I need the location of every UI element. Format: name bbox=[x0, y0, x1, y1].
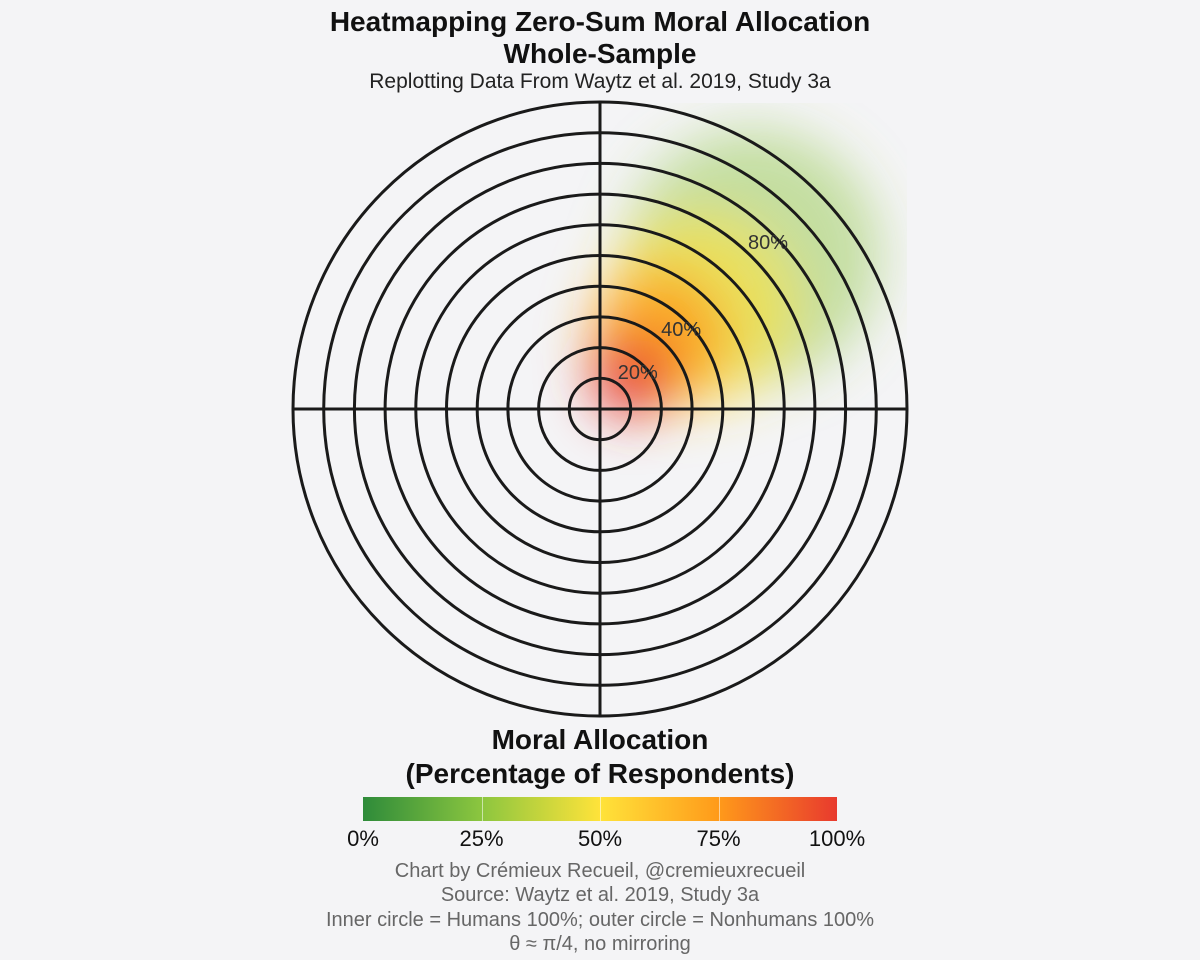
legend-tick-mark bbox=[600, 797, 601, 821]
legend-tick-label: 0% bbox=[347, 826, 379, 851]
legend-subtitle: (Percentage of Respondents) bbox=[405, 758, 795, 789]
legend-tick-label: 100% bbox=[808, 826, 866, 851]
caption-author: Chart by Crémieux Recueil, @cremieuxrecu… bbox=[394, 860, 806, 882]
ring-labels: 20%40% 80% bbox=[618, 232, 788, 384]
caption-note: Inner circle = Humans 100%; outer circle… bbox=[325, 909, 875, 931]
legend-tick-mark bbox=[481, 797, 483, 821]
chart-title-line2: Whole-Sample bbox=[503, 38, 697, 69]
heat-hotspot bbox=[592, 336, 673, 417]
legend-tick-label: 75% bbox=[696, 826, 741, 851]
legend-title: Moral Allocation bbox=[491, 724, 709, 755]
legend-tick-label: 50% bbox=[577, 826, 623, 851]
chart-subtitle: Replotting Data From Waytz et al. 2019, … bbox=[369, 70, 831, 93]
legend-tick-mark bbox=[718, 797, 720, 821]
legend-tick-label: 25% bbox=[459, 826, 504, 851]
ring-label-4: 40% bbox=[661, 319, 701, 341]
axes bbox=[293, 102, 907, 716]
caption-theta: θ ≈ π/4, no mirroring bbox=[509, 933, 691, 955]
ring-label-2: 20% bbox=[618, 362, 658, 384]
chart-title: Heatmapping Zero-Sum Moral Allocation bbox=[329, 6, 871, 37]
caption-source: Source: Waytz et al. 2019, Study 3a bbox=[440, 884, 760, 906]
ring-label-8: 80% bbox=[748, 232, 788, 254]
legend-colorbar bbox=[363, 797, 837, 821]
